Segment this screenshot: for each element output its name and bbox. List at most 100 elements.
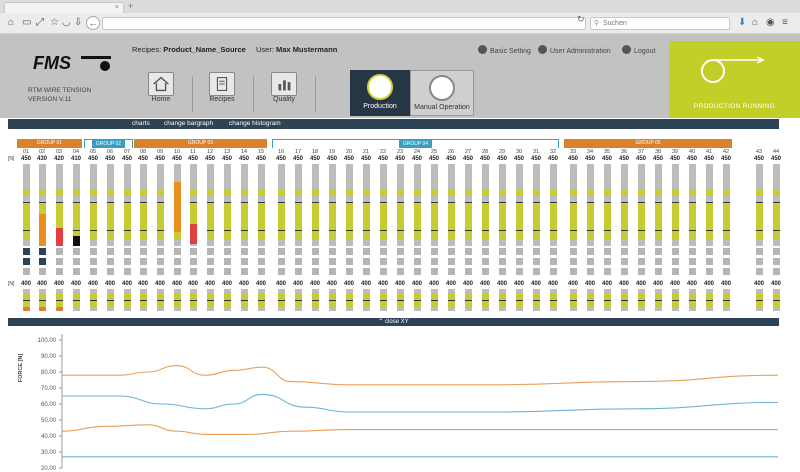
channel-bar[interactable] — [397, 164, 404, 246]
status-square[interactable] — [258, 258, 265, 265]
status-square[interactable] — [329, 248, 336, 255]
status-square[interactable] — [621, 258, 628, 265]
status-square[interactable] — [448, 258, 455, 265]
channel-bar[interactable] — [638, 164, 645, 246]
channel-bar-lower[interactable] — [346, 289, 353, 311]
nav-recipes-button[interactable]: Recipes — [196, 72, 248, 114]
url-bar[interactable] — [102, 17, 586, 30]
status-square[interactable] — [706, 268, 713, 275]
status-square[interactable] — [672, 248, 679, 255]
status-square[interactable] — [533, 248, 540, 255]
channel-bar-lower[interactable] — [550, 289, 557, 311]
channel-bar-lower[interactable] — [773, 289, 780, 311]
status-square[interactable] — [723, 258, 730, 265]
channel-bar-lower[interactable] — [448, 289, 455, 311]
channel-bar-lower[interactable] — [329, 289, 336, 311]
channel-bar-lower[interactable] — [397, 289, 404, 311]
status-square[interactable] — [638, 258, 645, 265]
change-bargraph-link[interactable]: change bargraph — [164, 120, 214, 127]
home-icon-2[interactable]: ⌂ — [752, 17, 759, 28]
status-square[interactable] — [241, 268, 248, 275]
basic-setting-link[interactable]: Basic Setting — [478, 45, 531, 55]
status-square[interactable] — [414, 248, 421, 255]
status-square[interactable] — [689, 258, 696, 265]
status-square[interactable] — [140, 258, 147, 265]
profile-icon[interactable]: ◉ — [766, 17, 775, 28]
channel-bar[interactable] — [604, 164, 611, 246]
channel-bar-lower[interactable] — [124, 289, 131, 311]
channel-bar[interactable] — [587, 164, 594, 246]
status-square[interactable] — [706, 248, 713, 255]
expand-icon[interactable]: ⤢ — [36, 17, 44, 28]
status-square[interactable] — [241, 248, 248, 255]
status-square[interactable] — [570, 258, 577, 265]
manual-operation-button[interactable]: Manual Operation — [410, 70, 474, 116]
status-square[interactable] — [329, 258, 336, 265]
status-square[interactable] — [258, 268, 265, 275]
channel-bar-lower[interactable] — [190, 289, 197, 311]
status-square[interactable] — [499, 268, 506, 275]
status-square[interactable] — [380, 258, 387, 265]
status-square[interactable] — [258, 248, 265, 255]
channel-bar-lower[interactable] — [672, 289, 679, 311]
status-square[interactable] — [346, 258, 353, 265]
channel-bar-lower[interactable] — [224, 289, 231, 311]
status-square[interactable] — [295, 248, 302, 255]
status-square[interactable] — [380, 248, 387, 255]
channel-bar[interactable] — [312, 164, 319, 246]
channel-bar[interactable] — [241, 164, 248, 246]
channel-bar[interactable] — [190, 164, 197, 246]
status-square[interactable] — [207, 268, 214, 275]
status-square[interactable] — [224, 268, 231, 275]
channel-bar[interactable] — [380, 164, 387, 246]
channel-bar[interactable] — [756, 164, 763, 246]
status-square[interactable] — [516, 268, 523, 275]
status-square[interactable] — [414, 268, 421, 275]
channel-bar-lower[interactable] — [241, 289, 248, 311]
close-xy-bar[interactable]: ⌃ close XY — [8, 318, 779, 326]
status-square[interactable] — [90, 268, 97, 275]
status-square[interactable] — [380, 268, 387, 275]
status-square[interactable] — [241, 258, 248, 265]
channel-bar[interactable] — [107, 164, 114, 246]
group-header[interactable]: GROUP 04 — [272, 139, 559, 148]
status-square[interactable] — [723, 268, 730, 275]
channel-bar[interactable] — [329, 164, 336, 246]
channel-bar[interactable] — [224, 164, 231, 246]
status-square[interactable] — [533, 268, 540, 275]
channel-bar[interactable] — [157, 164, 164, 246]
status-square[interactable] — [174, 268, 181, 275]
channel-bar[interactable] — [482, 164, 489, 246]
status-square[interactable] — [124, 268, 131, 275]
channel-bar-lower[interactable] — [278, 289, 285, 311]
status-square[interactable] — [56, 268, 63, 275]
status-square[interactable] — [655, 268, 662, 275]
status-square[interactable] — [431, 248, 438, 255]
status-square[interactable] — [397, 258, 404, 265]
channel-bar-lower[interactable] — [363, 289, 370, 311]
channel-bar-lower[interactable] — [465, 289, 472, 311]
nav-home-button[interactable]: Home — [135, 72, 187, 114]
status-square[interactable] — [363, 258, 370, 265]
status-square[interactable] — [655, 248, 662, 255]
status-square[interactable] — [23, 248, 30, 255]
status-square[interactable] — [312, 258, 319, 265]
status-square[interactable] — [278, 268, 285, 275]
status-square[interactable] — [756, 268, 763, 275]
status-square[interactable] — [570, 248, 577, 255]
channel-bar-lower[interactable] — [207, 289, 214, 311]
status-square[interactable] — [39, 248, 46, 255]
status-square[interactable] — [604, 258, 611, 265]
channel-bar[interactable] — [431, 164, 438, 246]
status-square[interactable] — [773, 248, 780, 255]
channel-bar-lower[interactable] — [431, 289, 438, 311]
channel-bar[interactable] — [207, 164, 214, 246]
status-square[interactable] — [190, 248, 197, 255]
status-square[interactable] — [190, 258, 197, 265]
status-square[interactable] — [23, 268, 30, 275]
status-square[interactable] — [570, 268, 577, 275]
channel-bar-lower[interactable] — [689, 289, 696, 311]
channel-bar[interactable] — [23, 164, 30, 246]
channel-bar[interactable] — [723, 164, 730, 246]
group-header[interactable]: GROUP 01 — [17, 139, 82, 148]
